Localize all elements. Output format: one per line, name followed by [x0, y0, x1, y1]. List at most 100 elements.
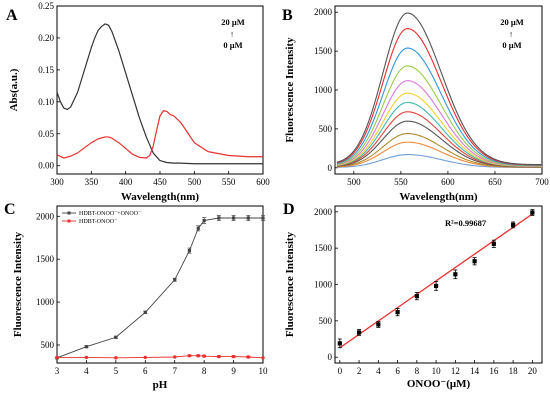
x-tick-label: 600 — [256, 177, 270, 187]
data-point — [55, 355, 59, 360]
x-tick-label: 700 — [535, 177, 549, 187]
panel-label-d: D — [283, 201, 295, 218]
data-point — [143, 310, 147, 314]
ph-series-line-2 — [57, 355, 264, 359]
x-tick-label: 14 — [470, 366, 480, 376]
data-point — [114, 356, 118, 360]
x-tick-label: 600 — [441, 177, 455, 187]
panel-d-linear-fit-chart: 0 2 4 6 8 10 12 14 16 18 20 0 500 1000 1500 2000 ONOO⁻(μ… — [284, 205, 543, 390]
x-tick-label: 2 — [357, 366, 362, 376]
data-point — [337, 341, 342, 346]
data-point — [202, 218, 206, 223]
plot-frame — [56, 205, 264, 364]
concentration-low-label: 0 μM — [502, 40, 521, 50]
data-point — [491, 241, 496, 246]
x-tick-label: 8 — [202, 366, 207, 376]
data-point — [530, 210, 535, 215]
x-tick-label: 350 — [85, 177, 99, 187]
r-squared-label: R²=0.99687 — [445, 218, 487, 228]
data-point — [114, 335, 118, 339]
y-tick-label: 1500 — [314, 46, 333, 56]
legend-marker — [67, 219, 71, 223]
y-axis-label: Abs(a.u.) — [8, 68, 20, 111]
x-tick-label: 10 — [432, 366, 442, 376]
x-axis-label: Wavelength(nm) — [399, 191, 478, 203]
linear-fit-line — [339, 213, 533, 349]
data-point — [231, 354, 236, 359]
concentration-high-label: 20 μM — [500, 17, 523, 27]
fluorescence-spectrum-line-10 — [336, 47, 543, 166]
y-tick-label: 1000 — [314, 85, 333, 95]
data-point — [173, 278, 177, 282]
panel-label-a: A — [6, 7, 18, 24]
data-point — [395, 310, 400, 315]
y-tick-label: 0.25 — [38, 1, 54, 11]
y-tick-label: 2000 — [36, 211, 55, 221]
y-tick-label: 1000 — [36, 297, 55, 307]
y-tick-label: 2000 — [314, 7, 333, 17]
panel-c-ph-chart: 3 4 5 6 7 8 9 10 500 1000 1500 2000 pH Fluorescence I… — [12, 205, 269, 391]
data-point — [84, 345, 89, 349]
y-tick-label: 0.05 — [38, 129, 54, 139]
y-tick-label: 500 — [41, 340, 55, 350]
y-tick-label: 500 — [319, 124, 333, 134]
data-point — [202, 354, 206, 358]
y-tick-label: 0 — [328, 163, 333, 173]
legend-marker — [67, 211, 71, 215]
y-tick-label: 0 — [328, 352, 333, 362]
y-tick-label: 1500 — [36, 254, 55, 264]
x-tick-label: 6 — [395, 366, 400, 376]
x-tick-label: 8 — [415, 366, 420, 376]
x-tick-label: 3 — [55, 366, 60, 376]
concentration-arrow: ↑ — [509, 29, 513, 39]
data-point — [187, 354, 192, 358]
y-axis-label: Fluorescence Intensity — [284, 37, 296, 143]
data-point — [414, 294, 419, 299]
panel-b-fluorescence-spectra-chart: 500 550 600 650 700 0 500 1000 1500 2000 Wavelengt… — [284, 5, 549, 203]
data-point — [433, 283, 439, 289]
x-tick-label: 650 — [488, 177, 502, 187]
x-tick-label: 450 — [153, 177, 167, 187]
data-point — [231, 216, 236, 220]
y-axis-label: Fluorescence Intensity — [12, 231, 24, 337]
data-point — [246, 216, 250, 220]
data-point — [356, 330, 362, 335]
x-tick-label: 300 — [50, 177, 64, 187]
panel-label-c: C — [4, 201, 16, 218]
x-tick-label: 500 — [347, 177, 361, 187]
x-axis-label: ONOO⁻(μM) — [407, 378, 471, 390]
x-tick-label: 6 — [143, 366, 148, 376]
x-tick-label: 400 — [119, 177, 133, 187]
data-point — [187, 249, 192, 253]
concentration-arrow: ↑ — [230, 29, 234, 39]
data-point — [246, 355, 250, 359]
legend-label: HDBT-ONOO⁻+ONOO⁻ — [79, 211, 141, 217]
absorption-series-line-2 — [56, 110, 263, 159]
panel-label-b: B — [282, 7, 293, 24]
y-tick-label: 0.15 — [38, 65, 54, 75]
fluorescence-spectrum-line-12 — [336, 12, 543, 166]
legend-label: HDBT-ONOO⁻ — [79, 219, 117, 225]
data-point — [173, 355, 177, 359]
data-point — [143, 355, 147, 360]
x-axis-label: Wavelength(nm) — [121, 191, 200, 203]
ph-series-line-1 — [56, 217, 263, 359]
data-point — [261, 216, 265, 220]
y-tick-label: 0.20 — [38, 33, 54, 43]
y-tick-label: 1500 — [314, 243, 333, 253]
x-tick-label: 500 — [188, 177, 202, 187]
x-tick-label: 16 — [489, 366, 499, 376]
x-tick-label: 0 — [338, 366, 343, 376]
y-tick-label: 2000 — [314, 207, 333, 217]
y-tick-label: 500 — [319, 316, 333, 326]
data-point — [453, 272, 458, 277]
data-point — [376, 322, 381, 327]
data-point — [196, 354, 200, 358]
x-tick-label: 10 — [259, 366, 269, 376]
x-tick-label: 20 — [528, 366, 538, 376]
x-tick-label: 550 — [222, 177, 236, 187]
data-point — [511, 222, 516, 227]
x-tick-label: 4 — [84, 366, 89, 376]
x-tick-label: 550 — [394, 177, 408, 187]
absorption-series-line-1 — [56, 23, 263, 165]
